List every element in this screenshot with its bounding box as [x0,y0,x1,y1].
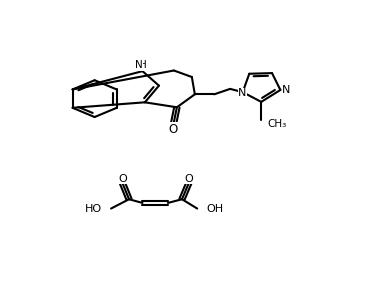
Text: HO: HO [85,204,102,214]
Text: CH₃: CH₃ [267,119,286,129]
Text: O: O [118,174,127,184]
Text: O: O [185,174,193,184]
Text: O: O [169,123,178,136]
Text: N: N [135,60,143,70]
Text: N: N [282,85,291,95]
Text: OH: OH [206,204,223,214]
Text: H: H [139,60,146,70]
Text: N: N [238,88,247,98]
